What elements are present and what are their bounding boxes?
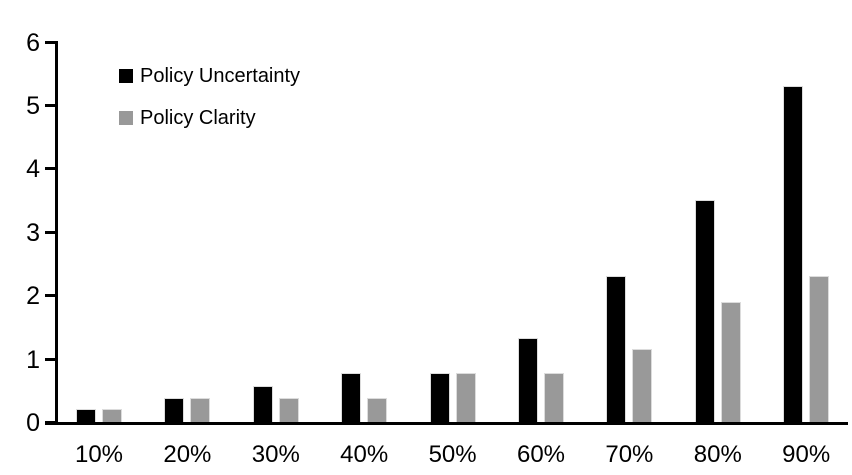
y-axis-tick-1	[45, 358, 55, 361]
legend-item-policy-clarity: Policy Clarity	[119, 104, 300, 132]
bar-policy-uncertainty-40	[341, 373, 362, 422]
y-axis-tick-5	[45, 104, 55, 107]
y-axis-line	[55, 41, 58, 425]
legend-label-policy-uncertainty: Policy Uncertainty	[140, 65, 301, 87]
bar-policy-clarity-60	[544, 373, 564, 422]
bar-policy-uncertainty-30	[252, 386, 273, 422]
x-axis-category-label-50: 50%	[428, 441, 477, 468]
bar-policy-clarity-40	[367, 398, 388, 422]
bar-policy-clarity-80	[720, 302, 741, 422]
x-axis-category-label-80: 80%	[693, 441, 742, 468]
bar-policy-uncertainty-10	[76, 409, 96, 422]
y-axis-tick-label-3: 3	[26, 219, 40, 247]
y-axis-tick-6	[45, 41, 55, 44]
y-axis-tick-4	[45, 167, 55, 170]
bar-policy-uncertainty-60	[518, 338, 538, 422]
x-axis-category-label-90: 90%	[782, 441, 831, 468]
y-axis-tick-2	[45, 294, 55, 297]
x-axis-category-label-70: 70%	[605, 441, 654, 468]
bar-policy-clarity-20	[190, 398, 211, 422]
x-axis-category-label-10: 10%	[74, 441, 124, 468]
bar-policy-uncertainty-20	[164, 398, 185, 422]
bar-policy-clarity-50	[455, 373, 476, 422]
x-axis-category-label-40: 40%	[340, 441, 389, 468]
x-axis-category-label-30: 30%	[251, 441, 300, 468]
x-axis-line	[45, 422, 848, 425]
bar-policy-clarity-90	[809, 276, 830, 422]
y-axis-tick-label-0: 0	[26, 409, 40, 437]
y-axis-tick-label-5: 5	[26, 92, 40, 120]
legend: Policy Uncertainty Policy Clarity	[119, 62, 300, 132]
y-axis-tick-3	[45, 231, 55, 234]
bar-policy-uncertainty-70	[606, 276, 627, 422]
x-axis-category-label-60: 60%	[516, 441, 566, 468]
bar-policy-clarity-70	[632, 349, 653, 422]
y-axis-tick-label-6: 6	[26, 29, 40, 57]
y-axis-tick-label-1: 1	[26, 346, 40, 374]
legend-label-policy-clarity: Policy Clarity	[140, 107, 256, 129]
bar-policy-uncertainty-50	[429, 373, 450, 422]
bar-policy-uncertainty-80	[694, 200, 715, 422]
bar-policy-clarity-10	[102, 409, 122, 422]
x-axis-category-label-20: 20%	[163, 441, 212, 468]
y-axis-tick-label-4: 4	[26, 155, 40, 183]
bar-policy-uncertainty-90	[783, 86, 804, 422]
legend-item-policy-uncertainty: Policy Uncertainty	[119, 62, 300, 90]
y-axis-tick-label-2: 2	[26, 282, 40, 310]
bar-policy-clarity-30	[278, 398, 299, 422]
legend-swatch-policy-clarity	[119, 111, 133, 125]
legend-swatch-policy-uncertainty	[119, 69, 133, 83]
